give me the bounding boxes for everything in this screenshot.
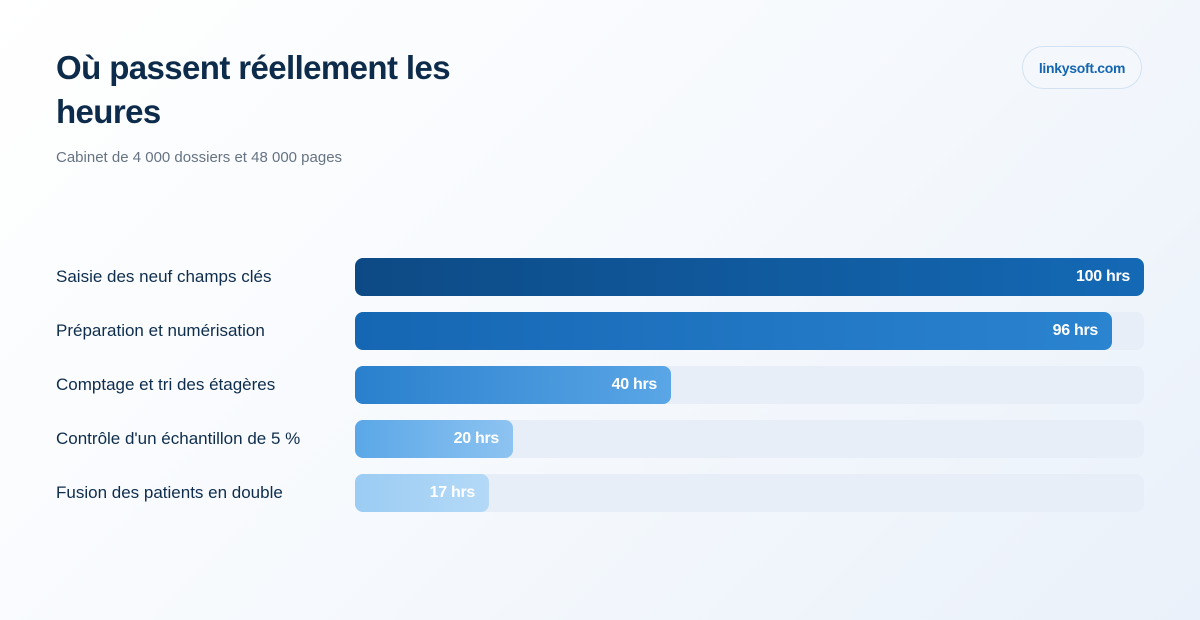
bar-row: Préparation et numérisation 96 hrs xyxy=(0,312,1200,350)
bar-track: 96 hrs xyxy=(355,312,1144,350)
bar-track: 20 hrs xyxy=(355,420,1144,458)
chart-subtitle: Cabinet de 4 000 dossiers et 48 000 page… xyxy=(56,149,343,166)
category-label: Préparation et numérisation xyxy=(56,321,265,340)
bar-value-label: 20 hrs xyxy=(453,430,500,447)
bar-row: Contrôle d'un échantillon de 5 % 20 hrs xyxy=(0,420,1200,458)
bar-row: Fusion des patients en double 17 hrs xyxy=(0,474,1200,512)
bar-track: 100 hrs xyxy=(355,258,1144,296)
bar-value-label: 100 hrs xyxy=(1076,268,1130,285)
category-label: Comptage et tri des étagères xyxy=(56,375,276,394)
category-label: Contrôle d'un échantillon de 5 % xyxy=(56,429,301,448)
bar: 20 hrs xyxy=(355,420,513,458)
bar-row: Saisie des neuf champs clés 100 hrs xyxy=(0,258,1200,296)
bar: 96 hrs xyxy=(355,312,1112,350)
bar: 17 hrs xyxy=(355,474,489,512)
chart-title: Où passent réellement les heures xyxy=(56,49,451,130)
bar-value-label: 17 hrs xyxy=(429,484,476,501)
bar-row: Comptage et tri des étagères 40 hrs xyxy=(0,366,1200,404)
category-label: Fusion des patients en double xyxy=(56,483,283,502)
brand-badge[interactable]: linkysoft.com xyxy=(1022,46,1142,89)
bar-value-label: 40 hrs xyxy=(611,376,658,393)
bar-track: 17 hrs xyxy=(355,474,1144,512)
bar: 40 hrs xyxy=(355,366,671,404)
category-label: Saisie des neuf champs clés xyxy=(56,267,272,286)
bar: 100 hrs xyxy=(355,258,1144,296)
bar-track: 40 hrs xyxy=(355,366,1144,404)
bar-value-label: 96 hrs xyxy=(1052,322,1099,339)
